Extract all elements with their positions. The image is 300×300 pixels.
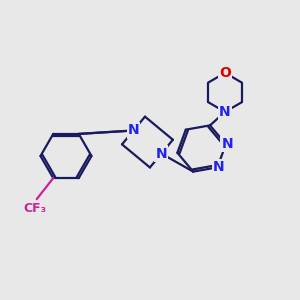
Text: O: O	[219, 66, 231, 80]
Text: N: N	[221, 137, 233, 151]
Text: CF₃: CF₃	[24, 202, 47, 215]
Text: N: N	[213, 160, 225, 174]
Text: N: N	[219, 105, 231, 119]
Text: N: N	[128, 124, 139, 137]
Text: N: N	[156, 147, 167, 160]
